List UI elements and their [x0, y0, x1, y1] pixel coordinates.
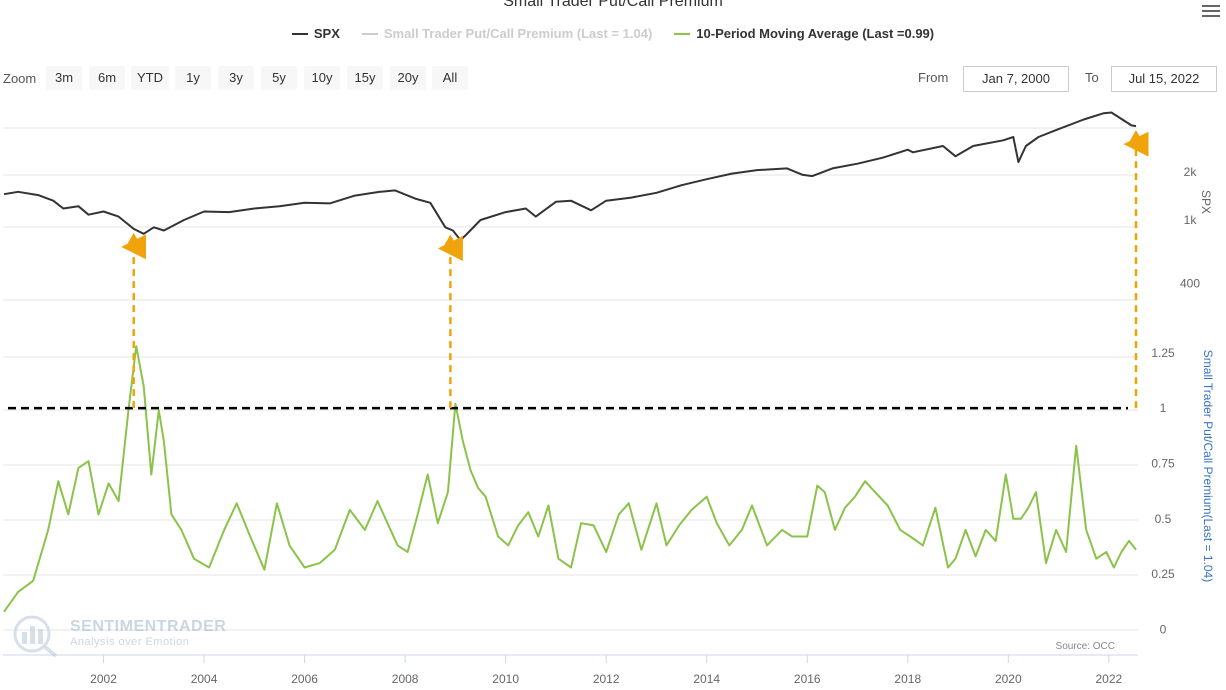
legend-swatch-icon: [674, 32, 691, 35]
x-tick-label: 2008: [392, 672, 419, 686]
lower-tick-label: 1: [1160, 401, 1167, 415]
upper-tick-label: 2k: [1184, 165, 1198, 179]
lower-axis-title: Small Trader Put/Call Premium(Last = 1.0…: [1201, 350, 1215, 582]
legend-swatch-icon: [291, 32, 308, 35]
legend-label: SPX: [313, 26, 340, 41]
x-tick-label: 2010: [492, 672, 519, 686]
x-tick-label: 2022: [1095, 672, 1122, 686]
watermark: SENTIMENTRADER Analysis over Emotion: [10, 614, 230, 658]
lower-tick-label: 0: [1160, 623, 1167, 637]
signal-arrowhead-icon: [125, 232, 142, 247]
zoom-3y-button[interactable]: 3y: [218, 66, 254, 90]
menu-icon[interactable]: [1202, 2, 1220, 20]
to-date-input[interactable]: Jul 15, 2022: [1111, 66, 1217, 92]
upper-tick-label: 1k: [1184, 213, 1198, 227]
zoom-ytd-button[interactable]: YTD: [131, 66, 169, 90]
zoom-label: Zoom: [3, 71, 37, 86]
from-date-input[interactable]: Jan 7, 2000: [963, 66, 1069, 92]
lower-tick-label: 0.25: [1151, 567, 1175, 581]
to-label: To: [1085, 70, 1099, 85]
x-tick-label: 2020: [995, 672, 1022, 686]
watermark-name: SENTIMENTRADER: [70, 618, 227, 635]
lower-tick-label: 0.5: [1155, 512, 1172, 526]
legend-item-raw-series[interactable]: Small Trader Put/Call Premium (Last = 1.…: [361, 26, 653, 41]
zoom-1y-button[interactable]: 1y: [175, 66, 211, 90]
signal-arrowhead-icon: [1127, 130, 1144, 145]
x-tick-label: 2002: [90, 672, 117, 686]
watermark-tagline: Analysis over Emotion: [70, 636, 190, 648]
from-label: From: [918, 70, 949, 85]
spx-line: [3, 111, 1137, 241]
x-tick-label: 2014: [693, 672, 720, 686]
zoom-15y-button[interactable]: 15y: [347, 66, 383, 90]
legend-label: 10-Period Moving Average (Last =0.99): [696, 26, 935, 41]
chart-title: Small Trader Put/Call Premium: [503, 0, 723, 10]
legend-label: Small Trader Put/Call Premium (Last = 1.…: [383, 26, 653, 41]
legend-swatch-icon: [361, 32, 378, 35]
moving-average-line: [3, 345, 1137, 613]
upper-tick-label: 400: [1180, 277, 1200, 291]
source-label: Source: OCC: [1056, 641, 1115, 652]
lower-tick-label: 0.75: [1151, 456, 1175, 470]
upper-axis-title: SPX: [1199, 190, 1213, 214]
sentimentrader-logo-icon: [13, 615, 58, 658]
zoom-6m-button[interactable]: 6m: [89, 66, 125, 90]
x-tick-label: 2006: [291, 672, 318, 686]
x-tick-label: 2004: [191, 672, 218, 686]
zoom-5y-button[interactable]: 5y: [261, 66, 297, 90]
legend-item-moving-average[interactable]: 10-Period Moving Average (Last =0.99): [674, 26, 934, 41]
zoom-all-button[interactable]: All: [432, 66, 468, 90]
x-tick-label: 2016: [794, 672, 821, 686]
zoom-10y-button[interactable]: 10y: [304, 66, 340, 90]
legend: SPX Small Trader Put/Call Premium (Last …: [0, 26, 1226, 41]
lower-tick-label: 1.25: [1151, 346, 1175, 360]
x-tick-label: 2012: [593, 672, 620, 686]
zoom-20y-button[interactable]: 20y: [390, 66, 426, 90]
zoom-3m-button[interactable]: 3m: [46, 66, 82, 90]
legend-item-spx[interactable]: SPX: [291, 26, 340, 41]
signal-arrowhead-icon: [442, 234, 459, 249]
x-tick-label: 2018: [894, 672, 921, 686]
